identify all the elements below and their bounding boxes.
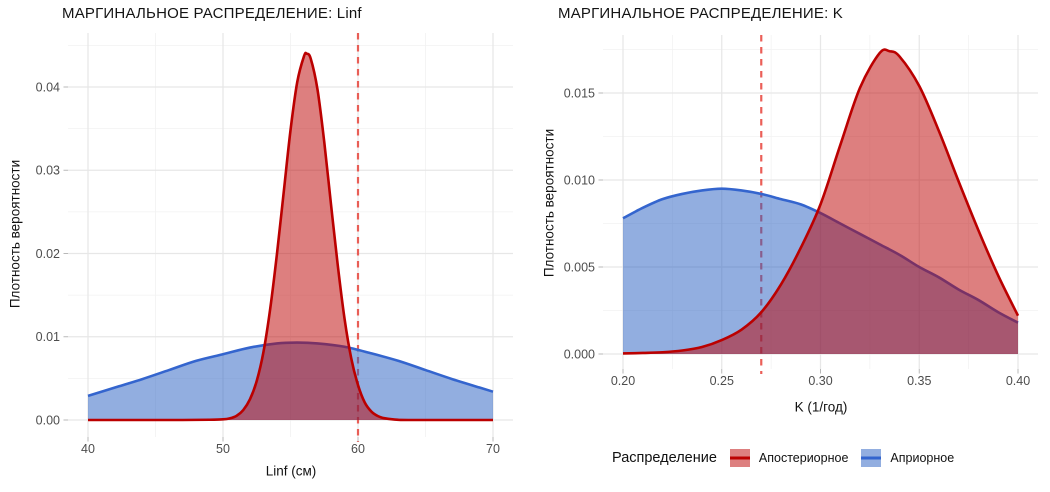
posterior-swatch-icon bbox=[729, 449, 750, 467]
posterior-density-area bbox=[623, 49, 1018, 355]
y-axis-title-k: Плотность вероятности bbox=[541, 128, 557, 278]
x-tick-label: 0.25 bbox=[710, 374, 734, 388]
posterior-density-line bbox=[622, 48, 1020, 355]
posterior-density-line bbox=[87, 51, 493, 422]
posterior-keyline-icon bbox=[729, 456, 750, 460]
y-tick-label: 0.03 bbox=[36, 164, 60, 178]
y-tick-label: 0.01 bbox=[36, 330, 60, 344]
y-tick-label: 0.005 bbox=[564, 260, 595, 274]
y-tick-label: 0.010 bbox=[564, 173, 595, 187]
legend-label-posterior: Апостериорное bbox=[758, 451, 849, 465]
y-tick-label: 0.015 bbox=[564, 86, 595, 100]
legend: Распределение Апостериорное Априорное bbox=[612, 447, 954, 469]
legend-label-prior: Априорное bbox=[890, 451, 955, 465]
x-tick-label: 40 bbox=[81, 442, 95, 456]
y-axis-title-linf: Плотность вероятности bbox=[7, 159, 23, 309]
y-tick-label: 0.00 bbox=[36, 413, 60, 427]
panel-title-linf: МАРГИНАЛЬНОЕ РАСПРЕДЕЛЕНИЕ: Linf bbox=[62, 5, 362, 22]
legend-title: Распределение bbox=[612, 450, 717, 466]
x-tick-label: 60 bbox=[351, 442, 365, 456]
prior-swatch-icon bbox=[861, 449, 882, 467]
prior-keyline-icon bbox=[861, 456, 882, 460]
panel-title-k: МАРГИНАЛЬНОЕ РАСПРЕДЕЛЕНИЕ: K bbox=[558, 5, 844, 22]
y-tick-label: 0.000 bbox=[564, 347, 595, 361]
y-tick-label: 0.04 bbox=[36, 80, 60, 94]
x-tick-label: 0.40 bbox=[1006, 374, 1030, 388]
x-tick-label: 0.35 bbox=[907, 374, 931, 388]
x-axis-title-linf: Linf (см) bbox=[265, 463, 317, 479]
legend-item-posterior: Апостериорное bbox=[729, 449, 849, 467]
x-tick-label: 70 bbox=[486, 442, 500, 456]
panel-linf: 40 50 60 70 0.00 0.01 0.02 0.03 0.04 bbox=[36, 33, 513, 456]
x-tick-label: 0.20 bbox=[611, 374, 635, 388]
y-tick-label: 0.02 bbox=[36, 247, 60, 261]
panel-k: 0.20 0.25 0.30 0.35 0.40 0.000 0.005 0.010 0.015 bbox=[564, 35, 1038, 388]
posterior-density-area bbox=[88, 53, 493, 421]
x-axis-title-k: K (1/год) bbox=[794, 399, 848, 415]
legend-item-prior: Априорное bbox=[861, 449, 954, 467]
x-tick-label: 0.30 bbox=[808, 374, 832, 388]
x-tick-label: 50 bbox=[216, 442, 230, 456]
